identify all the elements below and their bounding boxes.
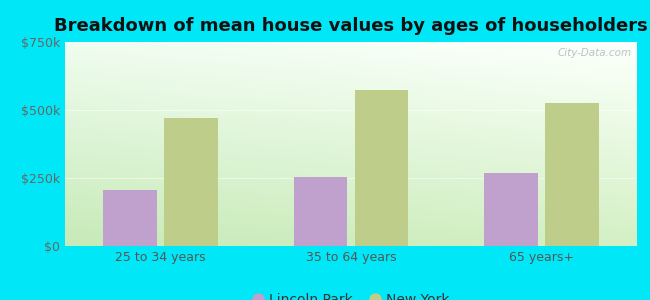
Bar bbox=[164, 118, 218, 246]
Text: City-Data.com: City-Data.com bbox=[557, 48, 631, 58]
Legend: Lincoln Park, New York: Lincoln Park, New York bbox=[247, 287, 455, 300]
Bar bbox=[484, 172, 538, 246]
Title: Breakdown of mean house values by ages of householders: Breakdown of mean house values by ages o… bbox=[54, 17, 648, 35]
Bar bbox=[545, 103, 599, 246]
Bar bbox=[103, 190, 157, 246]
Bar bbox=[294, 177, 347, 246]
Bar bbox=[355, 90, 408, 246]
